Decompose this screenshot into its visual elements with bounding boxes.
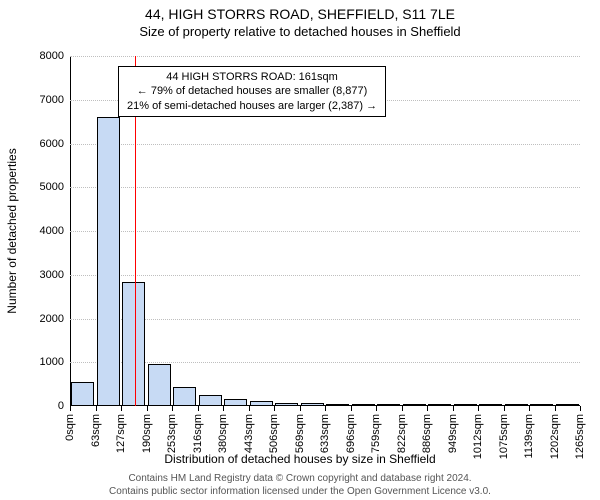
x-axis-label: Distribution of detached houses by size … xyxy=(0,452,600,466)
x-tick-label: 1012sqm xyxy=(472,414,484,459)
chart-container: 44, HIGH STORRS ROAD, SHEFFIELD, S11 7LE… xyxy=(0,0,600,500)
x-tick-mark xyxy=(529,406,530,411)
x-tick-mark xyxy=(427,406,428,411)
y-tick-label: 4000 xyxy=(14,225,64,237)
x-tick-label: 1075sqm xyxy=(498,414,510,459)
x-tick-label: 1265sqm xyxy=(574,414,586,459)
histogram-bar xyxy=(275,403,298,407)
x-tick-label: 190sqm xyxy=(141,414,153,453)
histogram-bar xyxy=(377,404,400,406)
y-tick-label: 8000 xyxy=(14,50,64,62)
footer-line-1: Contains HM Land Registry data © Crown c… xyxy=(0,473,600,486)
grid-line xyxy=(70,187,580,188)
histogram-bar xyxy=(479,404,502,406)
histogram-bar xyxy=(326,404,349,406)
x-tick-mark xyxy=(121,406,122,411)
annotation-line-2: ← 79% of detached houses are smaller (8,… xyxy=(127,84,377,98)
x-tick-label: 949sqm xyxy=(447,414,459,453)
y-tick-label: 7000 xyxy=(14,94,64,106)
annotation-line-1: 44 HIGH STORRS ROAD: 161sqm xyxy=(127,70,377,84)
grid-line xyxy=(70,231,580,232)
histogram-bar xyxy=(71,382,94,406)
grid-line xyxy=(70,144,580,145)
x-tick-mark xyxy=(249,406,250,411)
x-tick-mark xyxy=(172,406,173,411)
x-tick-mark xyxy=(478,406,479,411)
x-tick-label: 443sqm xyxy=(243,414,255,453)
x-tick-label: 0sqm xyxy=(64,414,76,441)
histogram-bar xyxy=(530,404,553,406)
histogram-bar xyxy=(505,404,528,406)
chart-title-sub: Size of property relative to detached ho… xyxy=(0,24,600,39)
x-tick-mark xyxy=(504,406,505,411)
x-tick-label: 886sqm xyxy=(421,414,433,453)
x-tick-label: 1202sqm xyxy=(549,414,561,459)
x-tick-mark xyxy=(274,406,275,411)
annotation-line-3: 21% of semi-detached houses are larger (… xyxy=(127,99,377,113)
footer-line-2: Contains public sector information licen… xyxy=(0,486,600,499)
histogram-bar xyxy=(199,395,222,406)
histogram-bar xyxy=(428,404,451,406)
annotation-box: 44 HIGH STORRS ROAD: 161sqm ← 79% of det… xyxy=(118,66,386,117)
x-tick-label: 696sqm xyxy=(345,414,357,453)
y-tick-label: 6000 xyxy=(14,138,64,150)
histogram-bar xyxy=(173,387,196,406)
histogram-bar xyxy=(556,404,579,406)
histogram-bar xyxy=(148,364,171,406)
x-tick-label: 63sqm xyxy=(90,414,102,447)
x-tick-label: 380sqm xyxy=(217,414,229,453)
histogram-bar xyxy=(122,282,145,406)
histogram-bar xyxy=(301,403,324,406)
x-tick-label: 633sqm xyxy=(319,414,331,453)
y-tick-label: 0 xyxy=(14,400,64,412)
histogram-bar xyxy=(454,404,477,406)
x-tick-label: 569sqm xyxy=(294,414,306,453)
x-tick-label: 316sqm xyxy=(192,414,204,453)
x-tick-mark xyxy=(351,406,352,411)
histogram-bar xyxy=(97,117,120,406)
x-tick-mark xyxy=(300,406,301,411)
x-tick-label: 253sqm xyxy=(166,414,178,453)
x-tick-label: 127sqm xyxy=(115,414,127,453)
y-tick-label: 5000 xyxy=(14,181,64,193)
x-tick-mark xyxy=(96,406,97,411)
chart-title-main: 44, HIGH STORRS ROAD, SHEFFIELD, S11 7LE xyxy=(0,6,600,22)
x-tick-mark xyxy=(402,406,403,411)
x-tick-mark xyxy=(325,406,326,411)
x-tick-label: 759sqm xyxy=(370,414,382,453)
histogram-bar xyxy=(224,399,247,406)
histogram-bar xyxy=(403,404,426,406)
x-tick-mark xyxy=(453,406,454,411)
grid-line xyxy=(70,56,580,57)
x-tick-mark xyxy=(223,406,224,411)
histogram-bar xyxy=(250,401,273,406)
grid-line xyxy=(70,362,580,363)
grid-line xyxy=(70,275,580,276)
histogram-bar xyxy=(352,404,375,406)
x-tick-mark xyxy=(376,406,377,411)
x-tick-label: 1139sqm xyxy=(523,414,535,458)
y-tick-label: 3000 xyxy=(14,269,64,281)
x-tick-mark xyxy=(70,406,71,411)
x-tick-mark xyxy=(198,406,199,411)
x-tick-label: 822sqm xyxy=(396,414,408,453)
x-tick-mark xyxy=(555,406,556,411)
x-tick-label: 506sqm xyxy=(268,414,280,453)
x-tick-mark xyxy=(580,406,581,411)
grid-line xyxy=(70,319,580,320)
y-tick-label: 2000 xyxy=(14,313,64,325)
footer: Contains HM Land Registry data © Crown c… xyxy=(0,473,600,498)
x-tick-mark xyxy=(147,406,148,411)
y-tick-label: 1000 xyxy=(14,356,64,368)
